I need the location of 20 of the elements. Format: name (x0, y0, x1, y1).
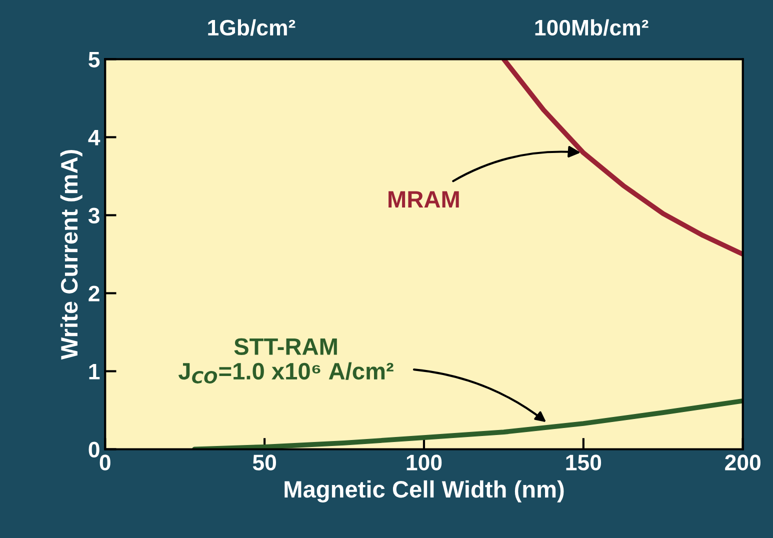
y-tick-label: 4 (88, 130, 100, 146)
x-tick-label: 150 (566, 454, 602, 470)
x-tick-label: 100 (406, 454, 442, 470)
line-series (192, 398, 743, 450)
x-tick-label: 0 (100, 454, 110, 470)
y-tick-label: 2 (88, 286, 100, 302)
annotation: J$_{CO}$=1.0 x10⁶ A/cm² (178, 362, 394, 384)
annotation: STT-RAM (234, 338, 337, 355)
line-series (501, 59, 743, 257)
y-tick-label: 3 (88, 208, 100, 224)
y-tick-label: 5 (88, 52, 100, 68)
text: 1Gb/cm² (208, 19, 296, 36)
y-tick-label: 0 (88, 442, 100, 458)
annotation: MRAM (388, 191, 459, 208)
x-tick-label: 50 (252, 454, 276, 470)
y-axis-title: Write Current (mA) (60, 150, 82, 360)
y-tick-label: 1 (89, 364, 100, 380)
text: 100Mb/cm² (535, 19, 648, 36)
x-axis-title: Magnetic Cell Width (nm) (284, 480, 564, 502)
x-tick-label: 200 (725, 454, 760, 470)
